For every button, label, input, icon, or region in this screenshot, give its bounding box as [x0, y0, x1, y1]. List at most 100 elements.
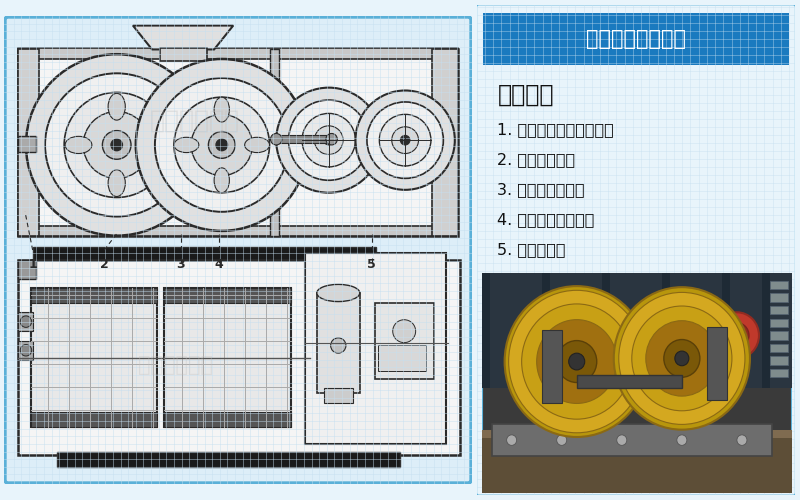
Bar	[18, 48, 458, 59]
Bar	[30, 288, 157, 426]
Bar	[18, 226, 458, 235]
Circle shape	[617, 435, 626, 446]
Circle shape	[725, 323, 749, 348]
Bar	[30, 412, 157, 426]
Circle shape	[367, 102, 443, 178]
Text: 2. 弹簧（压力）: 2. 弹簧（压力）	[498, 152, 575, 168]
Bar	[165, 412, 290, 426]
Text: 4: 4	[214, 258, 223, 270]
Ellipse shape	[317, 284, 360, 302]
Circle shape	[20, 316, 32, 328]
Bar	[707, 327, 727, 400]
Circle shape	[393, 320, 416, 342]
Circle shape	[326, 134, 338, 145]
Circle shape	[618, 292, 745, 424]
Circle shape	[392, 127, 418, 154]
Bar	[482, 272, 490, 388]
Bar	[18, 50, 39, 236]
FancyBboxPatch shape	[5, 17, 471, 483]
Bar	[492, 424, 772, 456]
Circle shape	[715, 312, 759, 358]
Circle shape	[537, 320, 617, 404]
Bar	[165, 288, 290, 426]
Ellipse shape	[108, 170, 126, 196]
Bar	[482, 435, 792, 492]
Circle shape	[569, 353, 585, 370]
Circle shape	[20, 344, 32, 356]
Bar	[770, 344, 788, 352]
Bar	[770, 331, 788, 340]
Ellipse shape	[65, 136, 92, 154]
Circle shape	[83, 112, 150, 178]
Text: 2: 2	[100, 258, 109, 270]
Circle shape	[111, 139, 122, 150]
Text: 1: 1	[28, 258, 37, 270]
Bar	[770, 281, 788, 289]
Bar	[270, 50, 279, 236]
Bar	[18, 260, 35, 278]
Circle shape	[314, 126, 343, 154]
FancyBboxPatch shape	[476, 4, 796, 496]
Bar	[770, 356, 788, 364]
Ellipse shape	[108, 94, 126, 120]
Bar	[770, 318, 788, 327]
Bar	[482, 430, 792, 438]
Text: 皮带对辊机结构图: 皮带对辊机结构图	[586, 29, 686, 49]
Circle shape	[505, 286, 649, 437]
Bar	[324, 388, 353, 403]
Circle shape	[208, 132, 235, 158]
Circle shape	[664, 340, 700, 378]
Text: 5. 电机减速机: 5. 电机减速机	[498, 242, 566, 258]
Bar	[18, 260, 459, 456]
Circle shape	[355, 90, 455, 190]
Bar	[305, 253, 446, 444]
Circle shape	[557, 340, 597, 382]
Text: 现代金联机械: 现代金联机械	[138, 354, 214, 374]
Circle shape	[379, 114, 431, 166]
Circle shape	[557, 435, 566, 446]
Bar	[378, 344, 426, 372]
Circle shape	[45, 74, 188, 217]
Circle shape	[324, 136, 334, 145]
Circle shape	[614, 287, 750, 430]
Bar	[542, 272, 550, 388]
Ellipse shape	[214, 168, 230, 192]
Bar	[482, 272, 792, 388]
Text: 主要部件: 主要部件	[498, 83, 554, 107]
Text: 3: 3	[176, 258, 185, 270]
Circle shape	[102, 130, 131, 160]
Bar	[33, 247, 377, 266]
Ellipse shape	[174, 138, 199, 152]
Circle shape	[677, 435, 687, 446]
Bar	[722, 272, 730, 388]
Bar	[577, 375, 682, 388]
Bar	[165, 288, 290, 302]
Bar	[30, 288, 157, 302]
Bar	[276, 136, 332, 143]
Circle shape	[191, 114, 252, 176]
Circle shape	[400, 136, 410, 145]
Circle shape	[216, 139, 227, 150]
Circle shape	[136, 59, 308, 231]
Text: 现代金联机械: 现代金联机械	[150, 109, 240, 133]
Bar	[770, 306, 788, 314]
Bar	[160, 48, 207, 61]
Bar	[374, 302, 434, 379]
Circle shape	[270, 134, 282, 145]
Circle shape	[506, 435, 517, 446]
Bar	[318, 293, 360, 394]
Text: 5: 5	[367, 258, 376, 270]
Ellipse shape	[142, 136, 168, 154]
Circle shape	[330, 338, 346, 353]
Bar	[762, 272, 770, 388]
Bar	[542, 330, 562, 404]
Circle shape	[646, 320, 718, 396]
Circle shape	[302, 114, 355, 167]
Bar	[483, 13, 789, 65]
Polygon shape	[133, 26, 234, 50]
Ellipse shape	[214, 97, 230, 122]
Bar	[57, 452, 400, 467]
Circle shape	[522, 304, 632, 419]
Bar	[18, 340, 33, 360]
Text: 3. 辊皮（易损件）: 3. 辊皮（易损件）	[498, 182, 585, 198]
